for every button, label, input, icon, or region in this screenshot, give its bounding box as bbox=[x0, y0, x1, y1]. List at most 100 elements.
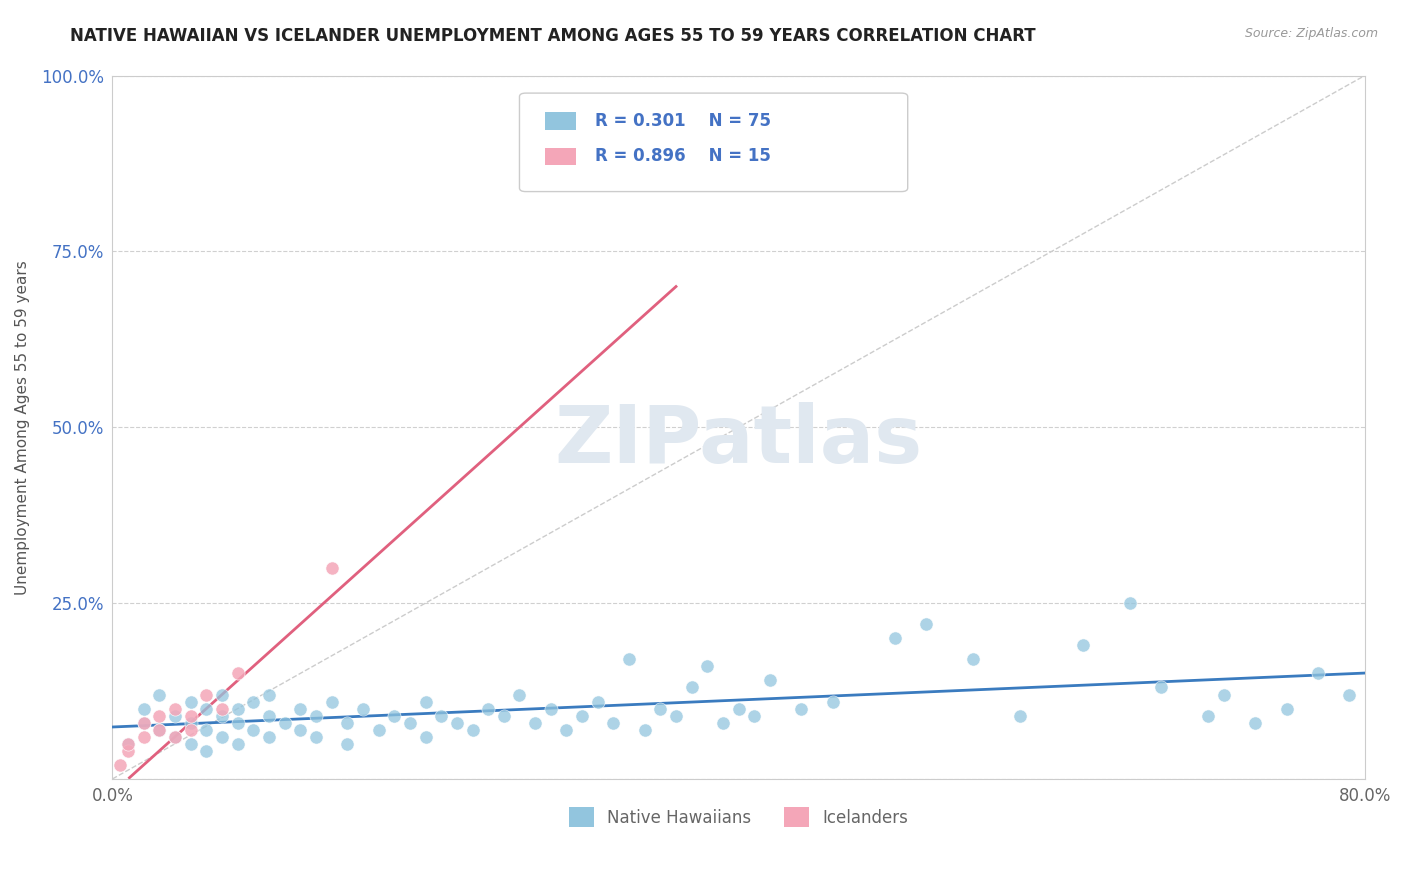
Point bbox=[415, 730, 437, 744]
Point bbox=[555, 723, 578, 737]
Point bbox=[915, 617, 938, 632]
Point bbox=[117, 737, 139, 751]
Point bbox=[602, 715, 624, 730]
Text: R = 0.896    N = 15: R = 0.896 N = 15 bbox=[595, 147, 770, 165]
Point bbox=[242, 694, 264, 708]
Point bbox=[650, 701, 672, 715]
Text: NATIVE HAWAIIAN VS ICELANDER UNEMPLOYMENT AMONG AGES 55 TO 59 YEARS CORRELATION : NATIVE HAWAIIAN VS ICELANDER UNEMPLOYMEN… bbox=[70, 27, 1036, 45]
Point bbox=[399, 715, 422, 730]
Point bbox=[492, 708, 515, 723]
Point bbox=[117, 744, 139, 758]
Point bbox=[962, 652, 984, 666]
Point bbox=[571, 708, 593, 723]
Point bbox=[211, 688, 233, 702]
Point bbox=[226, 701, 249, 715]
Point bbox=[257, 708, 280, 723]
Point bbox=[195, 701, 218, 715]
Point bbox=[132, 730, 155, 744]
Point bbox=[226, 737, 249, 751]
Point bbox=[742, 708, 765, 723]
Point bbox=[180, 737, 202, 751]
Point bbox=[180, 715, 202, 730]
Point bbox=[180, 694, 202, 708]
Point bbox=[195, 744, 218, 758]
Point bbox=[165, 730, 187, 744]
Point bbox=[1212, 688, 1234, 702]
Point bbox=[1197, 708, 1219, 723]
Point bbox=[727, 701, 749, 715]
Point bbox=[110, 757, 132, 772]
Point bbox=[1275, 701, 1298, 715]
Point bbox=[540, 701, 562, 715]
Point bbox=[211, 701, 233, 715]
Point bbox=[226, 666, 249, 681]
Point bbox=[446, 715, 468, 730]
Point bbox=[367, 723, 389, 737]
Point bbox=[165, 708, 187, 723]
Point bbox=[321, 561, 343, 575]
Point bbox=[226, 715, 249, 730]
Point bbox=[211, 708, 233, 723]
Point bbox=[461, 723, 484, 737]
Point bbox=[1150, 681, 1173, 695]
Point bbox=[211, 730, 233, 744]
Point bbox=[305, 708, 328, 723]
Point bbox=[336, 737, 359, 751]
Text: R = 0.301    N = 75: R = 0.301 N = 75 bbox=[595, 112, 770, 130]
Point bbox=[165, 730, 187, 744]
Point bbox=[257, 688, 280, 702]
Point bbox=[352, 701, 374, 715]
Point bbox=[415, 694, 437, 708]
Legend: Native Hawaiians, Icelanders: Native Hawaiians, Icelanders bbox=[562, 800, 915, 834]
Text: ZIPatlas: ZIPatlas bbox=[554, 402, 922, 480]
Point bbox=[117, 737, 139, 751]
FancyBboxPatch shape bbox=[544, 112, 576, 130]
Point bbox=[148, 723, 170, 737]
Point bbox=[132, 701, 155, 715]
Point bbox=[711, 715, 734, 730]
Point bbox=[321, 694, 343, 708]
Point bbox=[430, 708, 453, 723]
Point bbox=[524, 715, 547, 730]
Point bbox=[132, 715, 155, 730]
Point bbox=[665, 708, 688, 723]
Point bbox=[1071, 638, 1094, 652]
Point bbox=[336, 715, 359, 730]
Point bbox=[790, 701, 813, 715]
Point bbox=[273, 715, 295, 730]
Point bbox=[884, 632, 907, 646]
Text: Source: ZipAtlas.com: Source: ZipAtlas.com bbox=[1244, 27, 1378, 40]
Point bbox=[681, 681, 703, 695]
Y-axis label: Unemployment Among Ages 55 to 59 years: Unemployment Among Ages 55 to 59 years bbox=[15, 260, 30, 595]
Point bbox=[696, 659, 718, 673]
Point bbox=[148, 723, 170, 737]
Point bbox=[508, 688, 530, 702]
Point bbox=[290, 701, 312, 715]
Point bbox=[821, 694, 844, 708]
Point bbox=[586, 694, 609, 708]
Point bbox=[1306, 666, 1329, 681]
Point bbox=[195, 723, 218, 737]
Point bbox=[634, 723, 657, 737]
Point bbox=[617, 652, 640, 666]
Point bbox=[132, 715, 155, 730]
Point bbox=[382, 708, 405, 723]
Point bbox=[1244, 715, 1267, 730]
Point bbox=[1010, 708, 1032, 723]
FancyBboxPatch shape bbox=[519, 93, 908, 192]
Point bbox=[759, 673, 782, 688]
Point bbox=[165, 701, 187, 715]
Point bbox=[242, 723, 264, 737]
Point bbox=[195, 688, 218, 702]
Point bbox=[180, 723, 202, 737]
Point bbox=[1119, 596, 1142, 610]
Point bbox=[257, 730, 280, 744]
Point bbox=[477, 701, 499, 715]
Point bbox=[180, 708, 202, 723]
Point bbox=[148, 688, 170, 702]
Point bbox=[290, 723, 312, 737]
Point bbox=[148, 708, 170, 723]
Point bbox=[1339, 688, 1361, 702]
Point bbox=[305, 730, 328, 744]
FancyBboxPatch shape bbox=[544, 147, 576, 165]
